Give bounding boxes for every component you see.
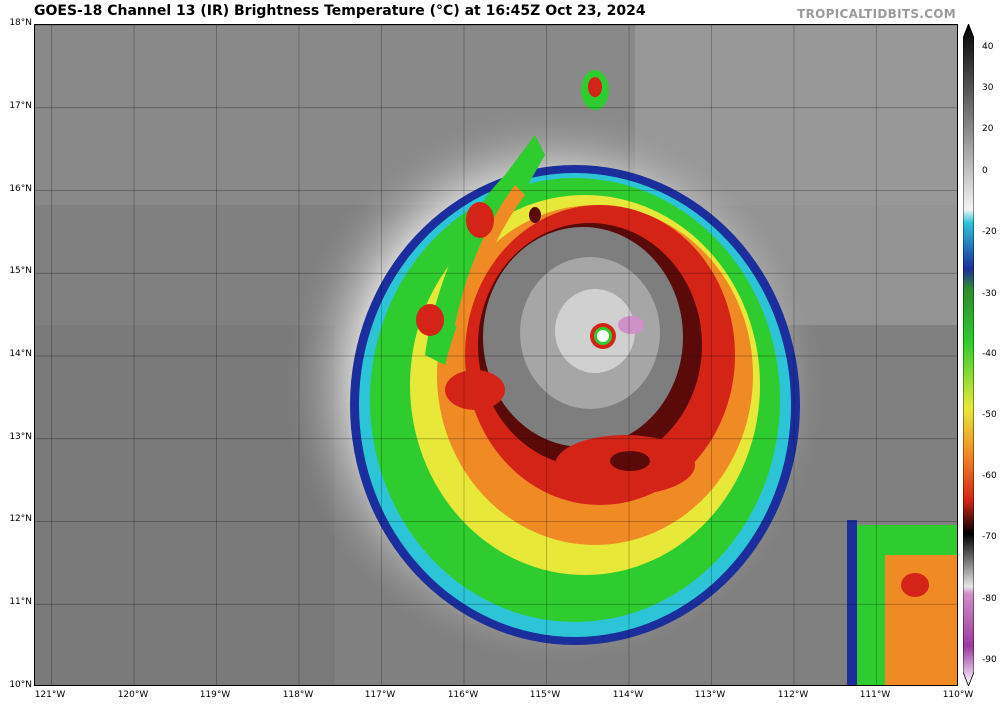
lon-label: 117°W (364, 690, 396, 700)
lon-label: 118°W (282, 690, 314, 700)
credit-label: TROPICALTIDBITS.COM (797, 7, 956, 21)
colorbar-tick: -70 (982, 532, 997, 542)
satellite-map (34, 24, 958, 686)
lat-label: 17°N (9, 101, 32, 111)
lat-label: 14°N (9, 349, 32, 359)
map-title: GOES-18 Channel 13 (IR) Brightness Tempe… (34, 3, 646, 19)
colorbar-tick: -50 (982, 410, 997, 420)
colorbar-tick: -60 (982, 471, 997, 481)
colorbar-tick: -20 (982, 227, 997, 237)
colorbar-tick: 30 (982, 83, 994, 93)
lon-label: 112°W (777, 690, 809, 700)
colorbar-tick: -80 (982, 594, 997, 604)
colorbar-tick: 40 (982, 42, 994, 52)
colorbar-tick: 20 (982, 124, 994, 134)
lat-label: 13°N (9, 432, 32, 442)
colorbar (963, 24, 974, 686)
lon-label: 121°W (34, 690, 66, 700)
lat-label: 10°N (9, 680, 32, 690)
lon-label: 111°W (859, 690, 891, 700)
lat-label: 18°N (9, 18, 32, 28)
satellite-image (35, 25, 957, 685)
lon-label: 110°W (942, 690, 974, 700)
lat-label: 16°N (9, 184, 32, 194)
colorbar-tick: 0 (982, 166, 988, 176)
colorbar-tick: -90 (982, 655, 997, 665)
lon-label: 116°W (447, 690, 479, 700)
lat-label: 12°N (9, 514, 32, 524)
lon-label: 120°W (117, 690, 149, 700)
colorbar-tick: -30 (982, 289, 997, 299)
lon-label: 113°W (694, 690, 726, 700)
lon-label: 115°W (529, 690, 561, 700)
colorbar-tick: -40 (982, 349, 997, 359)
lat-label: 11°N (9, 597, 32, 607)
lon-label: 119°W (199, 690, 231, 700)
lon-label: 114°W (612, 690, 644, 700)
lat-label: 15°N (9, 266, 32, 276)
